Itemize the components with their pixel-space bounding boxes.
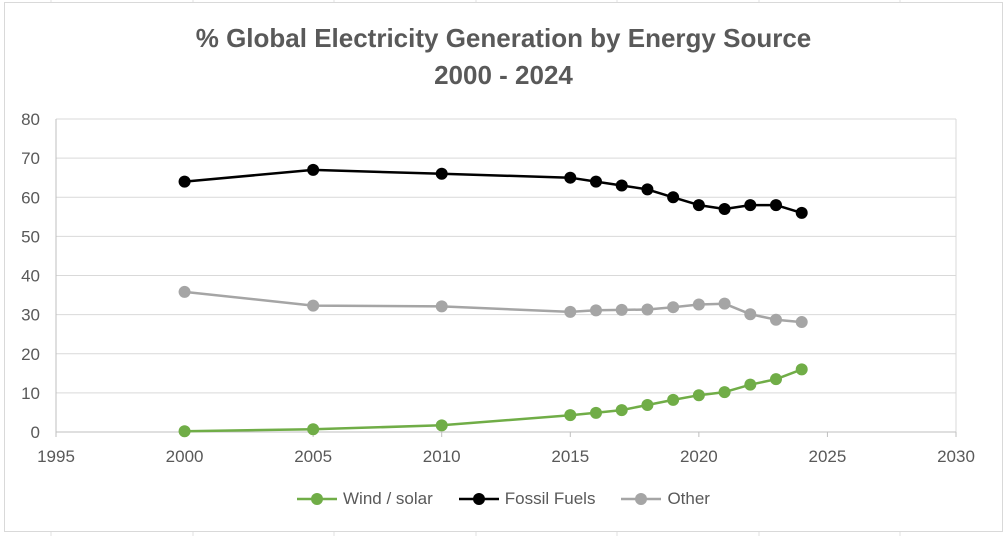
legend-marker: [635, 493, 648, 505]
series-line-fossil-fuels: [184, 168, 803, 215]
series-line-wind-solar: [184, 368, 803, 433]
data-point-fossil-fuels: [744, 199, 757, 212]
data-point-other: [178, 285, 191, 298]
data-point-wind-solar: [744, 378, 757, 391]
x-tick-label: 2030: [937, 447, 975, 466]
chart-area[interactable]: % Global Electricity Generation by Energ…: [4, 2, 1003, 532]
data-point-other: [667, 301, 680, 314]
data-point-wind-solar: [590, 406, 602, 419]
data-point-other: [692, 298, 705, 311]
chart-subtitle: 2000 - 2024: [434, 60, 573, 90]
data-point-other: [590, 304, 602, 317]
x-tick-label: 2000: [166, 447, 204, 466]
data-point-wind-solar: [667, 393, 680, 406]
x-tick-label: 1995: [37, 447, 75, 466]
series-lines: [178, 163, 808, 438]
data-point-other: [770, 313, 782, 326]
data-point-other: [615, 303, 628, 316]
y-tick-label: 60: [21, 188, 40, 207]
y-tick-label: 0: [31, 423, 40, 442]
y-tick-label: 20: [21, 345, 40, 364]
legend-label: Other: [667, 489, 710, 508]
chart-title: % Global Electricity Generation by Energ…: [195, 23, 812, 53]
legend-marker: [311, 493, 324, 505]
y-tick-label: 10: [21, 384, 40, 403]
data-point-wind-solar: [770, 373, 782, 386]
legend-key-fossil-fuels: [458, 493, 499, 505]
data-point-wind-solar: [564, 409, 577, 422]
legend-item-wind-solar: Wind / solar: [297, 489, 433, 509]
data-point-fossil-fuels: [615, 179, 628, 192]
data-point-wind-solar: [178, 425, 191, 438]
data-point-other: [435, 300, 448, 313]
legend-marker: [472, 493, 485, 505]
legend-key-wind-solar: [297, 493, 338, 505]
x-tick-label: 2020: [680, 447, 718, 466]
x-tick-label: 2015: [551, 447, 589, 466]
x-tick-label: 2025: [809, 447, 847, 466]
y-tick-label: 50: [21, 227, 40, 246]
x-tick-label: 2010: [423, 447, 461, 466]
data-point-fossil-fuels: [590, 175, 602, 188]
legend-label: Fossil Fuels: [504, 489, 596, 508]
legend-item-other: Other: [621, 489, 710, 509]
y-tick-label: 40: [21, 267, 40, 286]
legend-item-fossil-fuels: Fossil Fuels: [458, 489, 596, 509]
data-point-other: [744, 308, 757, 321]
x-tick-label: 2005: [294, 447, 332, 466]
data-point-wind-solar: [307, 423, 320, 436]
data-point-other: [718, 297, 731, 310]
data-point-fossil-fuels: [307, 163, 320, 176]
y-tick-label: 30: [21, 306, 40, 325]
data-point-fossil-fuels: [718, 202, 731, 215]
data-point-wind-solar: [615, 404, 628, 417]
data-point-fossil-fuels: [770, 199, 782, 212]
gridlines: [56, 118, 957, 432]
data-point-fossil-fuels: [435, 167, 448, 180]
data-point-other: [641, 303, 654, 316]
data-point-other: [564, 305, 577, 318]
data-point-wind-solar: [718, 386, 731, 399]
data-point-fossil-fuels: [564, 171, 577, 184]
data-point-wind-solar: [795, 363, 808, 376]
legend-key-other: [621, 493, 662, 505]
data-point-fossil-fuels: [692, 199, 705, 212]
data-point-fossil-fuels: [641, 183, 654, 196]
legend: Wind / solar Fossil Fuels Other: [5, 489, 1002, 509]
data-point-other: [307, 299, 320, 312]
data-point-fossil-fuels: [795, 206, 808, 219]
data-point-wind-solar: [692, 389, 705, 402]
data-point-wind-solar: [435, 419, 448, 432]
data-point-fossil-fuels: [178, 175, 191, 188]
data-point-wind-solar: [641, 399, 654, 412]
y-tick-label: 80: [21, 110, 40, 129]
data-point-other: [795, 316, 808, 329]
series-line-other: [184, 290, 802, 324]
data-point-fossil-fuels: [667, 191, 680, 204]
legend-label: Wind / solar: [343, 489, 433, 508]
y-tick-label: 70: [21, 149, 40, 168]
